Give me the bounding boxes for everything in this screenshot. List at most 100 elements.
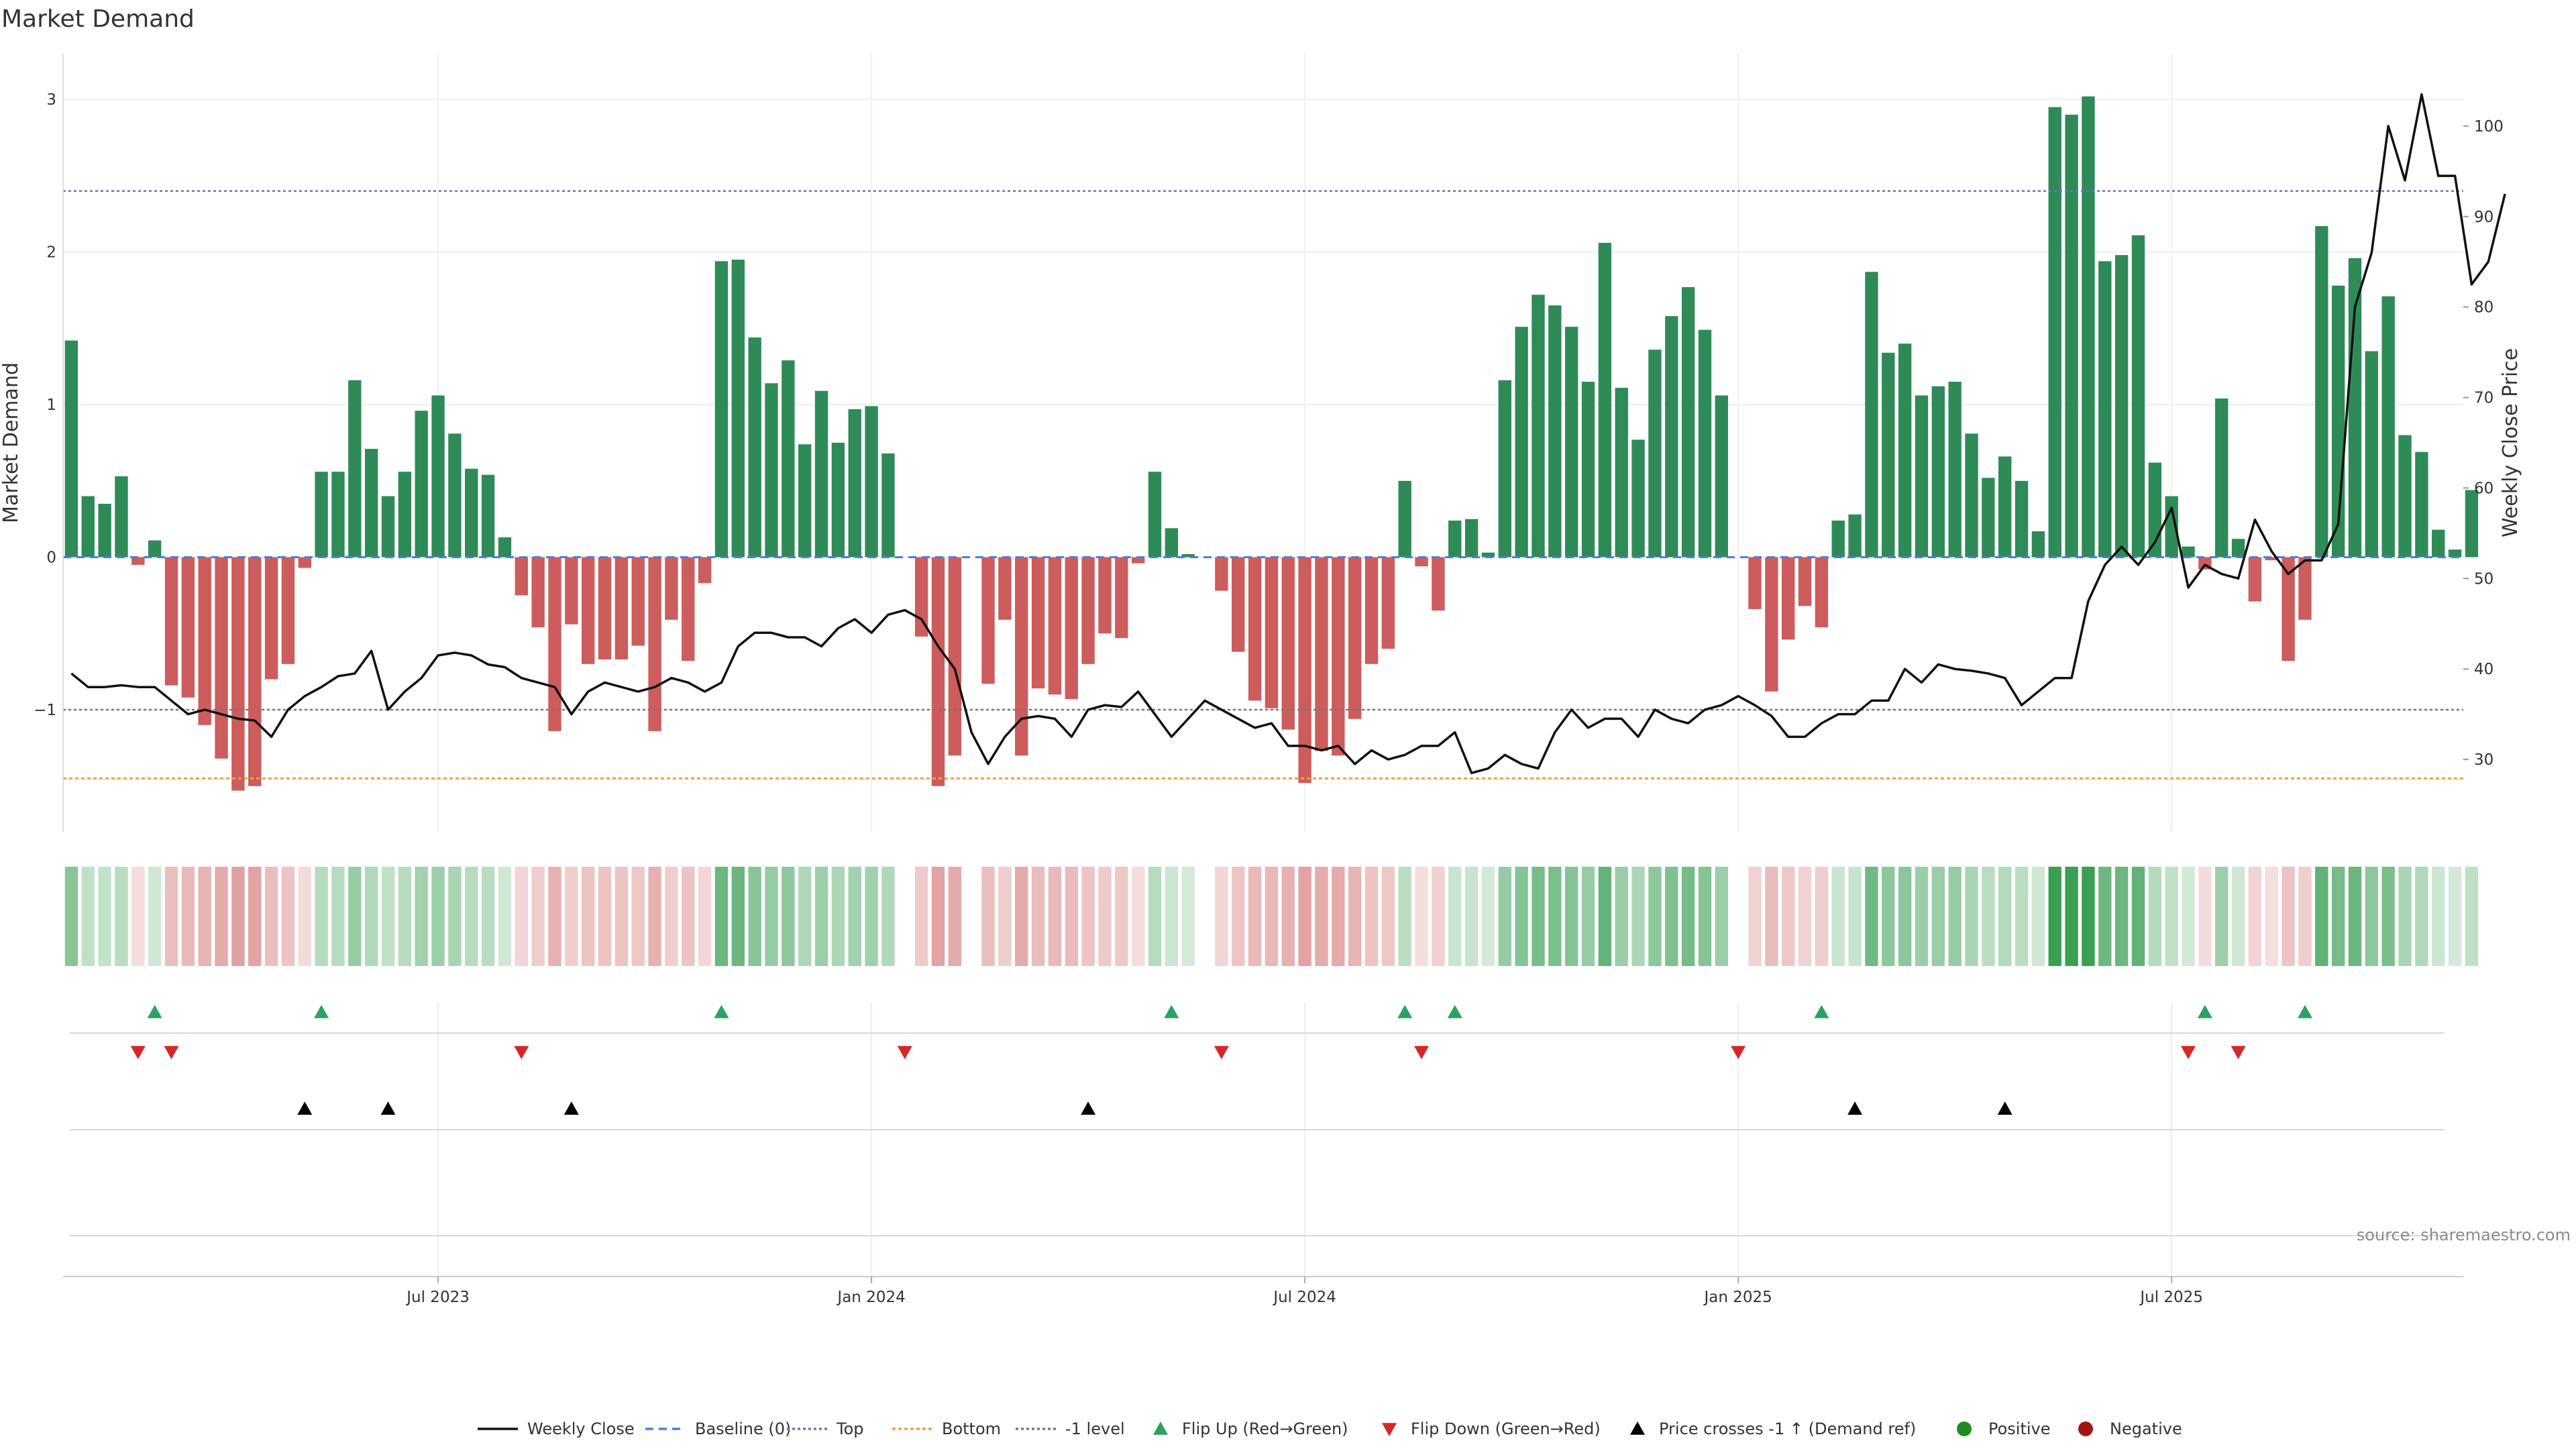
heat-cell	[481, 867, 495, 966]
y-left-tick-label: 0	[46, 549, 56, 567]
heat-cell	[181, 867, 195, 966]
price-cross-up-marker	[1081, 1102, 1096, 1115]
demand-heat-strip	[64, 867, 2479, 966]
demand-bar-positive	[1931, 386, 1945, 557]
heat-cell	[164, 867, 178, 966]
demand-bar-positive	[1564, 327, 1578, 557]
flip-up-marker	[1164, 1005, 1179, 1018]
price-cross-up-marker	[1997, 1102, 2012, 1115]
price-series	[70, 93, 2506, 775]
heat-cell	[1782, 867, 1795, 966]
heat-cell	[1081, 867, 1095, 966]
demand-bar-negative	[281, 557, 295, 664]
demand-bar-positive	[381, 496, 395, 557]
heat-cell	[2048, 867, 2061, 966]
demand-bar-positive	[2465, 490, 2479, 557]
x-tick-label: Jan 2024	[836, 1289, 905, 1306]
heat-cell	[2448, 867, 2462, 966]
demand-bar-negative	[1232, 557, 1245, 652]
demand-bar-positive	[831, 443, 845, 557]
legend-label: Negative	[2110, 1419, 2182, 1438]
heat-cell	[264, 867, 278, 966]
demand-bar-negative	[548, 557, 561, 731]
legend-item: -1 level	[1016, 1419, 1125, 1438]
demand-bar-positive	[315, 472, 328, 557]
heat-cell	[1131, 867, 1145, 966]
heat-cell	[2381, 867, 2395, 966]
heat-cell	[981, 867, 995, 966]
demand-bar-positive	[1631, 439, 1645, 557]
demand-bar-positive	[115, 476, 128, 557]
y-right-tick-label: 50	[2474, 570, 2493, 588]
y-left-tick-label: 1	[46, 396, 56, 414]
demand-bar-negative	[1081, 557, 1095, 664]
heat-cell	[2231, 867, 2245, 966]
demand-bar-positive	[148, 540, 162, 557]
heat-cell	[1348, 867, 1362, 966]
flip-down-marker	[1731, 1046, 1746, 1059]
legend-label: Positive	[1988, 1419, 2051, 1438]
demand-bar-negative	[1815, 557, 1829, 628]
heat-cell	[2465, 867, 2479, 966]
heat-cell	[598, 867, 612, 966]
demand-bar-positive	[64, 340, 78, 557]
legend-label: Top	[836, 1419, 864, 1438]
flip-down-marker	[164, 1046, 179, 1059]
heat-cell	[2131, 867, 2145, 966]
demand-bar-positive	[1615, 388, 1628, 557]
demand-bars	[64, 96, 2479, 791]
flip-up-marker	[1814, 1005, 1829, 1018]
demand-bar-negative	[248, 557, 262, 786]
heat-cell	[281, 867, 295, 966]
demand-bar-negative	[2248, 557, 2262, 602]
legend-label: Bottom	[942, 1419, 1001, 1438]
demand-bar-negative	[298, 557, 311, 568]
demand-bar-positive	[415, 411, 428, 557]
demand-bar-positive	[1982, 478, 1995, 557]
heat-cell	[1031, 867, 1045, 966]
demand-bar-negative	[131, 557, 145, 565]
demand-bar-positive	[881, 453, 895, 557]
heat-cell	[614, 867, 629, 966]
heat-cell	[1464, 867, 1479, 966]
demand-bar-positive	[2231, 539, 2245, 557]
demand-bar-positive	[1165, 528, 1179, 557]
legend-label: Baseline (0)	[695, 1419, 791, 1438]
heat-cell	[531, 867, 545, 966]
demand-bar-positive	[1848, 514, 1862, 557]
heat-cell	[115, 867, 128, 966]
legend-item: Baseline (0)	[645, 1419, 791, 1438]
demand-bar-negative	[2282, 557, 2295, 661]
heat-cell	[81, 867, 95, 966]
heat-cell	[1615, 867, 1628, 966]
heat-cell	[1232, 867, 1245, 966]
heat-cell	[1048, 867, 1062, 966]
demand-bar-positive	[2048, 107, 2061, 557]
y-left-tick-label: 3	[46, 91, 56, 109]
heat-cell	[748, 867, 761, 966]
demand-bar-negative	[1281, 557, 1295, 730]
demand-bar-positive	[1148, 472, 1162, 557]
demand-bar-positive	[1915, 395, 1929, 557]
heat-cell	[698, 867, 712, 966]
demand-bar-negative	[164, 557, 178, 686]
flip-down-marker	[130, 1046, 146, 1059]
heat-cell	[2114, 867, 2129, 966]
legend-item: Bottom	[892, 1419, 1001, 1438]
heat-cell	[2415, 867, 2428, 966]
heat-cell	[1982, 867, 1995, 966]
demand-bar-positive	[1681, 287, 1695, 557]
demand-bar-positive	[814, 390, 828, 557]
demand-bar-negative	[1765, 557, 1778, 692]
heat-cell	[2098, 867, 2112, 966]
demand-bar-positive	[2448, 549, 2462, 557]
grid-layer	[63, 54, 2463, 1278]
demand-bar-negative	[1381, 557, 1395, 649]
y-axis-right: 100 90 80 70 60 50 40 30	[2463, 118, 2504, 769]
heat-cell	[848, 867, 861, 966]
heat-cell	[1865, 867, 1878, 966]
demand-bar-positive	[98, 503, 111, 557]
y-axis-left: 3 2 1 0 −1	[34, 54, 64, 832]
demand-bar-negative	[582, 557, 595, 664]
demand-bar-positive	[1948, 382, 1962, 557]
